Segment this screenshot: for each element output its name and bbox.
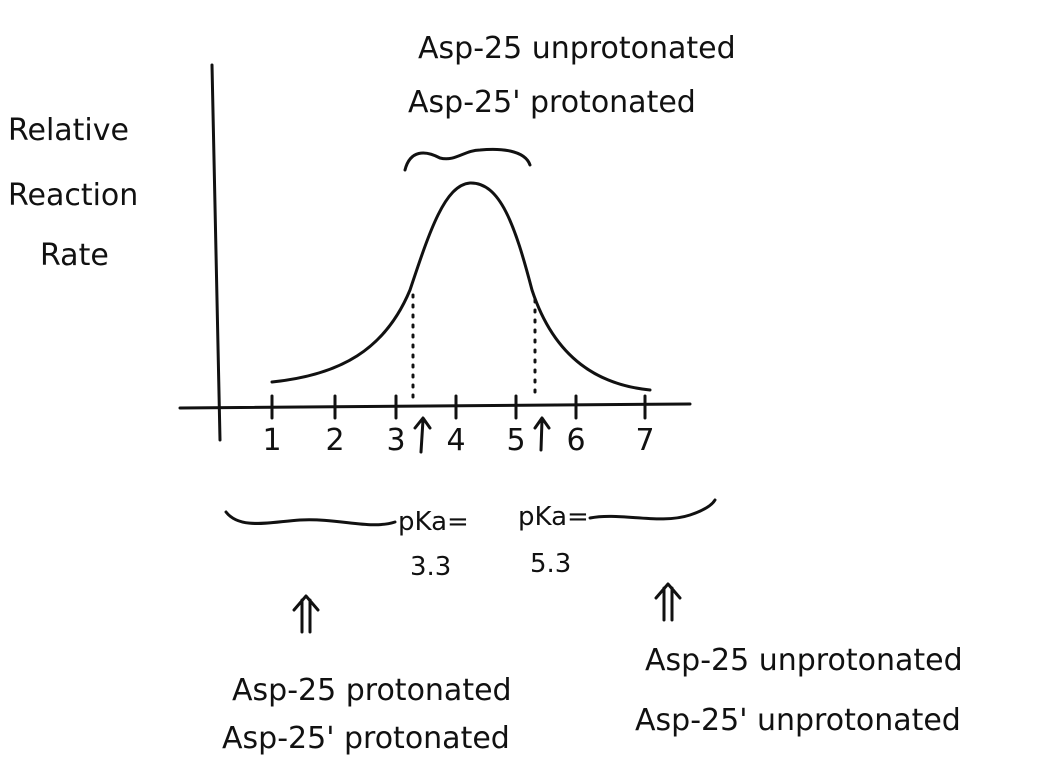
double-arrow [292, 582, 682, 634]
tick-label: 5 [506, 423, 525, 458]
peak-label: Asp-25 unprotonated [418, 31, 736, 66]
y-axis-label: Rate [40, 238, 109, 273]
low-ph-label: Asp-25 protonated [232, 673, 512, 708]
y-axis-label: Relative [8, 113, 129, 148]
tick-label: 4 [446, 423, 465, 458]
pka-label: pKa= [398, 507, 469, 537]
tick-label: 3 [386, 423, 405, 458]
high-ph-label: Asp-25' unprotonated [635, 703, 961, 738]
low-ph-label: Asp-25' protonated [222, 721, 510, 756]
pka-label: pKa= [518, 502, 589, 532]
pka-value: 3.3 [410, 552, 451, 582]
x-axis [178, 402, 692, 410]
high-ph-label: Asp-25 unprotonated [645, 643, 963, 678]
tick-label: 7 [635, 423, 654, 458]
pka-value: 5.3 [530, 549, 571, 579]
peak-label: Asp-25' protonated [408, 85, 696, 120]
y-axis-label: Reaction [8, 178, 138, 213]
ticks: 1 2 3 4 5 6 7 [262, 394, 655, 458]
low-ph-brace [224, 510, 397, 527]
rate-curve [270, 181, 652, 392]
tick-label: 1 [262, 423, 281, 458]
y-axis [210, 63, 222, 442]
pka-arrow [413, 416, 551, 454]
peak-brace [403, 147, 532, 172]
pka-dotted-line [411, 293, 537, 402]
high-ph-brace [588, 498, 717, 521]
tick-label: 2 [325, 423, 344, 458]
tick-label: 6 [566, 423, 585, 458]
